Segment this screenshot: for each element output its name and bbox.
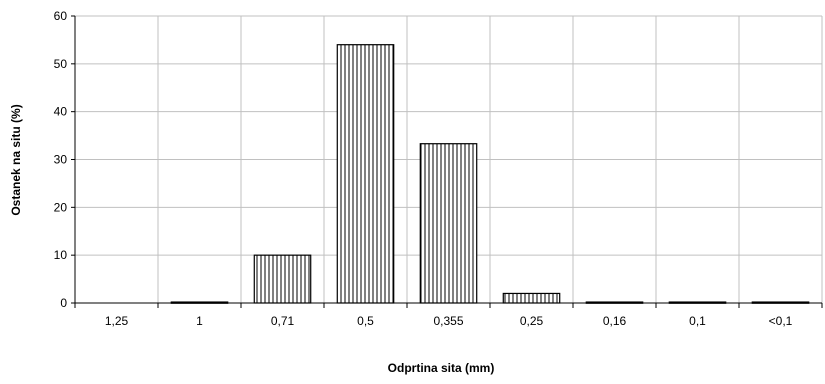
y-tick-label: 60 (54, 9, 68, 23)
x-tick-label: 0,355 (433, 314, 463, 328)
x-axis-title: Odprtina sita (mm) (388, 361, 495, 375)
bar (254, 255, 311, 303)
x-tick-label: 0,5 (357, 314, 374, 328)
x-tick-label: <0,1 (769, 314, 793, 328)
gridlines (75, 15, 823, 303)
y-tick-label: 30 (54, 153, 68, 167)
y-tick-labels: 0 10 20 30 40 50 60 (54, 9, 75, 310)
y-tick-label: 10 (54, 248, 68, 262)
bar (337, 44, 394, 303)
bar (503, 293, 560, 303)
y-tick-label: 0 (60, 296, 67, 310)
bars (170, 44, 810, 304)
y-axis-title: Ostanek na situ (%) (9, 104, 23, 215)
y-tick-label: 20 (54, 200, 68, 214)
x-tick-label: 0,1 (689, 314, 706, 328)
x-tick-labels: 1,25 1 0,71 0,5 0,355 0,25 0,16 0,1 <0,1 (74, 303, 823, 328)
x-tick-label: 0,25 (520, 314, 544, 328)
x-tick-label: 0,16 (603, 314, 627, 328)
x-tick-label: 0,71 (271, 314, 295, 328)
y-tick-label: 50 (54, 57, 68, 71)
bar (420, 143, 477, 303)
y-tick-label: 40 (54, 105, 68, 119)
x-tick-label: 1 (196, 314, 203, 328)
x-tick-label: 1,25 (105, 314, 129, 328)
